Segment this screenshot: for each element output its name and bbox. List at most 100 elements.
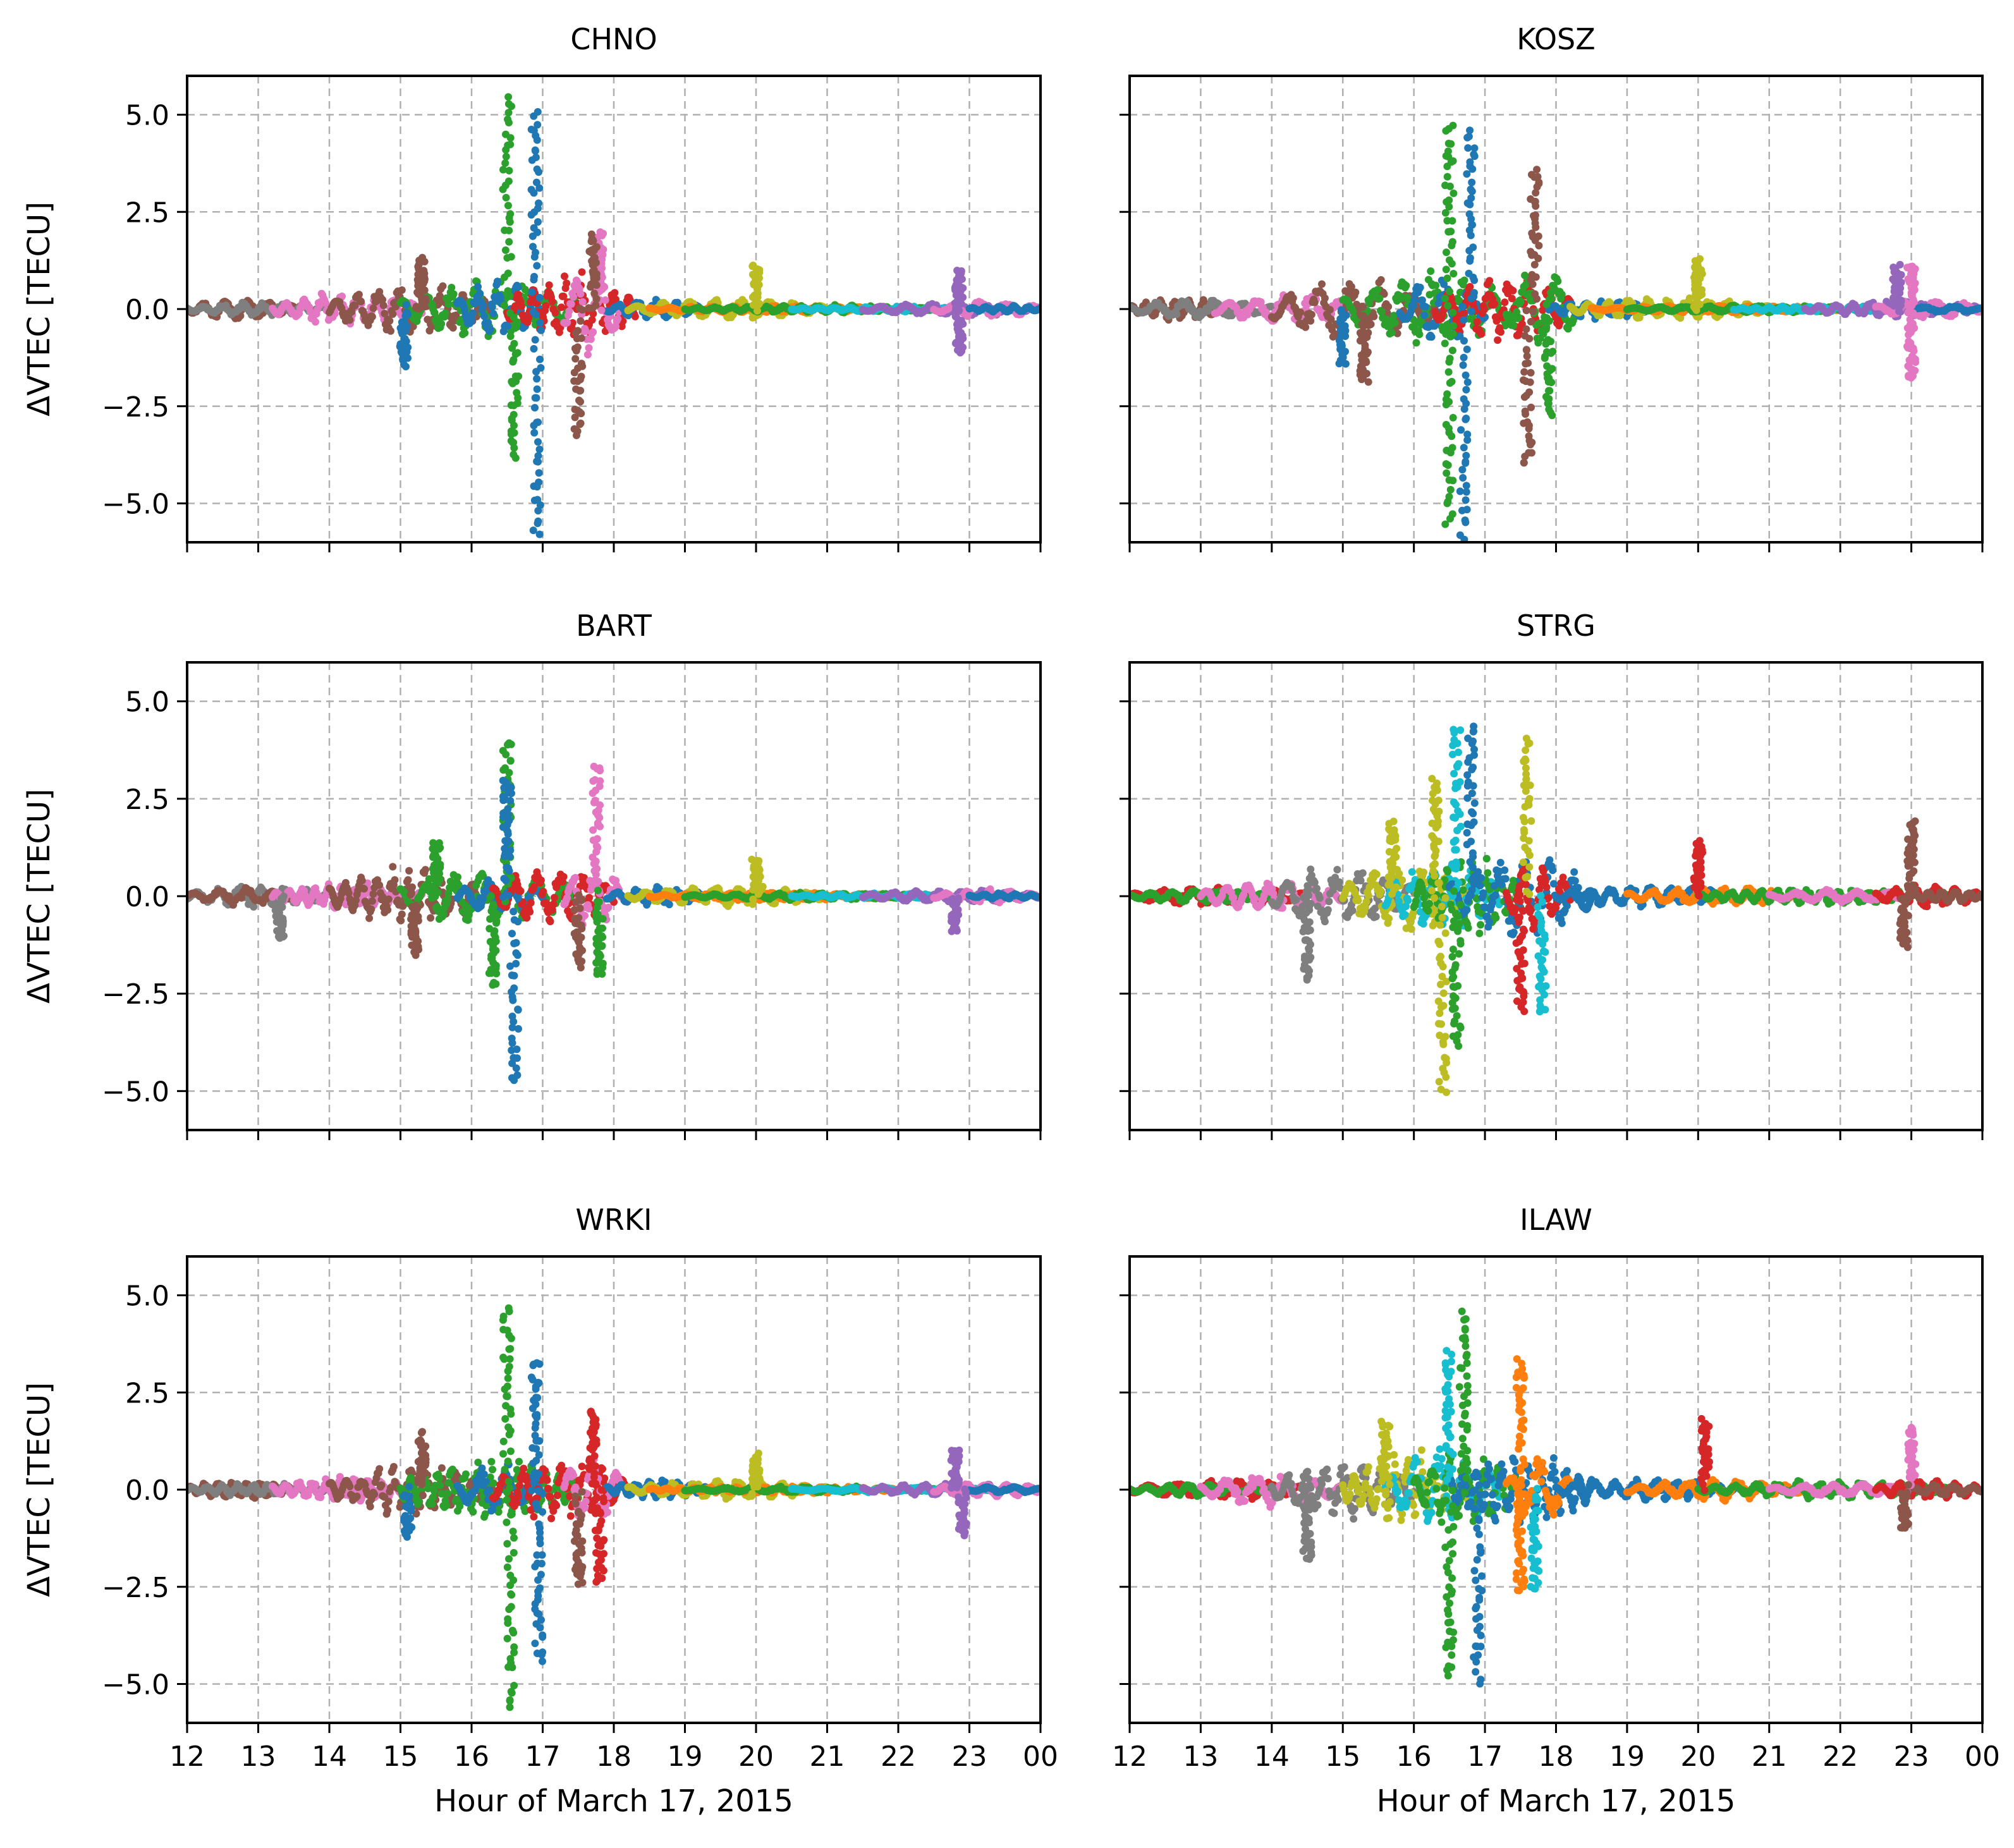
data-point — [1685, 294, 1694, 302]
data-point — [1440, 280, 1448, 288]
data-point — [534, 438, 542, 446]
data-point — [1517, 298, 1525, 306]
data-point — [1289, 294, 1297, 302]
data-point — [577, 372, 585, 380]
data-point — [577, 410, 585, 418]
y-tick-label: −2.5 — [102, 391, 169, 423]
data-point — [533, 375, 541, 383]
data-point — [416, 290, 424, 298]
data-point — [533, 165, 541, 173]
data-points — [187, 93, 1041, 538]
data-point — [448, 284, 456, 291]
data-point — [504, 100, 513, 108]
data-point — [1473, 318, 1481, 326]
data-point — [1377, 308, 1386, 316]
data-point — [439, 282, 447, 290]
data-point — [449, 324, 457, 332]
data-point — [501, 246, 510, 254]
data-point — [444, 300, 453, 308]
data-point — [1410, 297, 1418, 305]
data-point — [1518, 320, 1526, 328]
data-point — [535, 184, 544, 192]
data-point — [1347, 283, 1355, 291]
data-point — [532, 248, 539, 257]
data-point — [396, 342, 404, 350]
data-point — [1302, 323, 1310, 331]
data-point — [1382, 315, 1391, 324]
data-point — [533, 262, 541, 270]
data-point — [504, 109, 513, 117]
data-point — [499, 166, 507, 174]
data-point — [484, 319, 492, 327]
data-point — [558, 303, 566, 312]
data-point — [1509, 286, 1517, 295]
data-point — [389, 310, 397, 318]
satellite-track — [965, 301, 1041, 316]
data-point — [535, 446, 544, 453]
data-point — [573, 334, 581, 343]
data-point — [530, 272, 538, 281]
data-point — [1416, 283, 1424, 291]
data-point — [957, 300, 965, 308]
data-point — [588, 316, 596, 324]
data-point — [1310, 298, 1319, 307]
data-point — [589, 310, 597, 318]
data-point — [1402, 282, 1410, 289]
data-point — [504, 269, 512, 277]
data-point — [527, 298, 535, 306]
data-point — [398, 286, 406, 294]
data-point — [505, 167, 513, 174]
disturbance-spike — [527, 108, 544, 319]
data-point — [532, 368, 540, 376]
data-point — [1455, 296, 1463, 305]
data-point — [480, 312, 488, 320]
data-point — [486, 325, 494, 333]
data-point — [568, 319, 577, 327]
data-point — [535, 530, 544, 538]
data-point — [587, 230, 595, 238]
data-point — [577, 317, 585, 325]
data-point — [468, 317, 476, 325]
data-point — [513, 322, 520, 331]
data-point — [379, 296, 387, 304]
data-point — [387, 327, 394, 335]
data-point — [1432, 281, 1440, 289]
data-point — [534, 507, 542, 514]
data-point — [1327, 315, 1335, 324]
data-point — [955, 307, 963, 315]
data-point — [493, 277, 501, 286]
data-point — [1374, 286, 1382, 294]
data-point — [1492, 317, 1501, 325]
data-point — [533, 483, 541, 491]
data-point — [505, 226, 513, 234]
data-point — [369, 304, 377, 312]
data-point — [534, 520, 542, 527]
data-point — [509, 358, 517, 366]
data-point — [571, 344, 579, 353]
data-point — [533, 385, 541, 393]
data-point — [381, 310, 389, 318]
data-point — [529, 308, 537, 316]
data-point — [577, 387, 585, 394]
data-point — [536, 355, 544, 363]
data-point — [496, 293, 504, 301]
data-point — [755, 266, 764, 274]
data-point — [514, 283, 522, 291]
data-point — [582, 327, 590, 335]
data-point — [488, 303, 496, 311]
disturbance-spike — [951, 267, 967, 315]
data-point — [1547, 295, 1556, 303]
data-point — [368, 313, 376, 321]
data-point — [532, 394, 540, 402]
data-point — [1497, 328, 1504, 336]
data-point — [570, 368, 578, 377]
data-point — [590, 245, 599, 253]
data-point — [1480, 305, 1489, 313]
data-point — [542, 302, 550, 310]
data-point — [1367, 320, 1375, 329]
data-point — [415, 305, 423, 313]
data-point — [530, 344, 538, 353]
data-point — [534, 458, 542, 466]
data-point — [501, 159, 510, 167]
